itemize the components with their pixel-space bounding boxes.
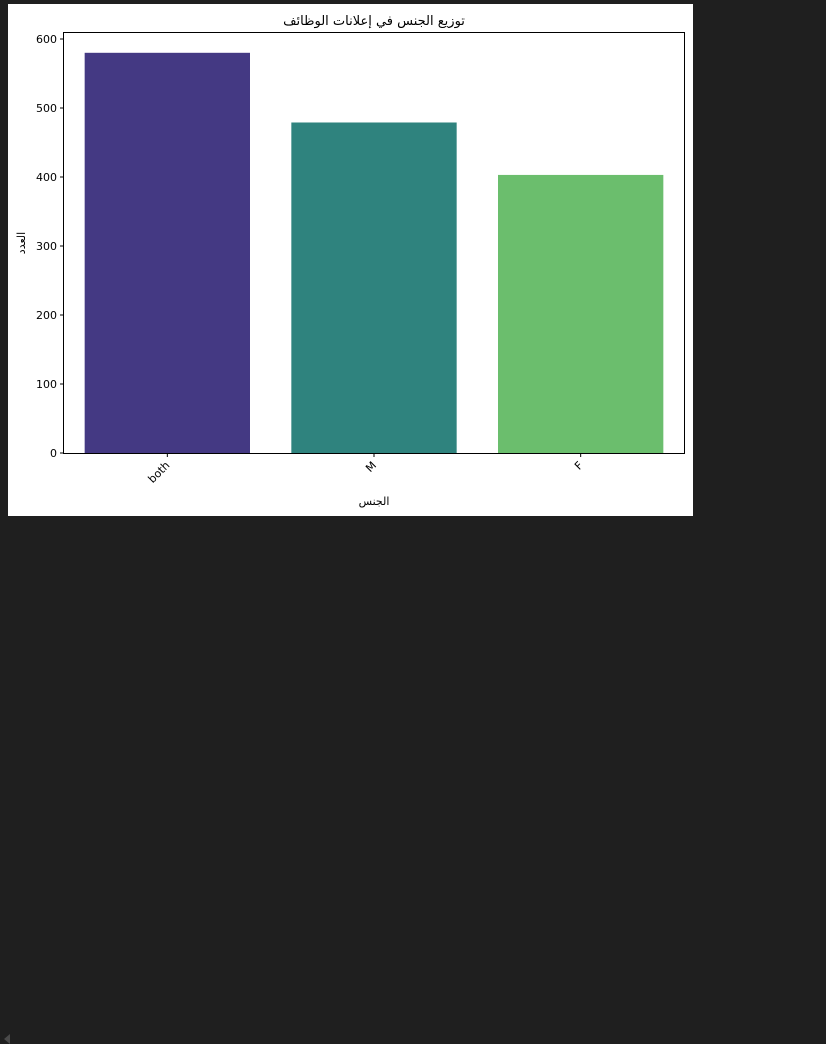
bar-M: [291, 122, 457, 454]
scroll-left-icon[interactable]: [4, 1034, 10, 1044]
x-tick-label: F: [572, 459, 586, 473]
bar-both: [84, 52, 251, 454]
x-axis-label: الجنس: [359, 495, 390, 508]
y-tick-label: 500: [36, 102, 57, 115]
y-axis: 0 100 200 300 400 500 600: [36, 33, 64, 460]
x-axis: both M F: [146, 453, 586, 486]
y-tick-label: 200: [36, 309, 57, 322]
y-axis-label: العدد: [15, 232, 28, 254]
plot-frame: [63, 32, 685, 454]
bar-F: [498, 174, 664, 453]
bar-chart: توزيع الجنس في إعلانات الوظائف 0 100 200 30…: [15, 14, 685, 508]
y-tick-label: 0: [50, 447, 57, 460]
y-tick-label: 300: [36, 240, 57, 253]
x-tick-label: both: [146, 459, 173, 486]
bars: [84, 52, 664, 454]
x-tick-label: M: [363, 459, 379, 475]
chart-title: توزيع الجنس في إعلانات الوظائف: [283, 14, 465, 29]
y-tick-label: 400: [36, 171, 57, 184]
y-tick-label: 600: [36, 33, 57, 46]
y-tick-label: 100: [36, 378, 57, 391]
left-gutter: [0, 0, 8, 532]
